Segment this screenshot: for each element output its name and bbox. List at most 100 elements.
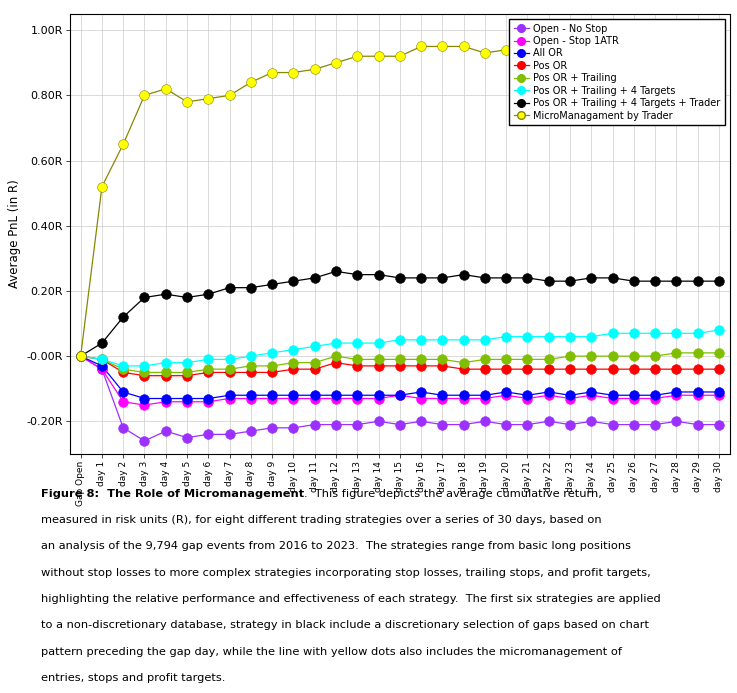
Point xyxy=(607,419,618,430)
Point xyxy=(522,272,534,283)
Point xyxy=(607,364,618,375)
Point xyxy=(352,393,363,404)
Point xyxy=(224,429,236,440)
Point xyxy=(203,289,214,300)
Point xyxy=(203,367,214,378)
Point xyxy=(139,292,150,303)
Point xyxy=(500,272,512,283)
Point xyxy=(74,351,86,362)
Point xyxy=(394,389,405,401)
Point xyxy=(415,334,427,345)
Point xyxy=(287,67,299,78)
Point xyxy=(415,272,427,283)
Point xyxy=(649,47,661,58)
Point xyxy=(287,364,299,375)
Point xyxy=(266,393,278,404)
Point xyxy=(522,389,534,401)
Point xyxy=(436,419,448,430)
Point xyxy=(500,419,512,430)
Point xyxy=(224,364,236,375)
Point xyxy=(564,276,576,287)
Point xyxy=(543,389,555,401)
Point xyxy=(713,364,725,375)
Point xyxy=(287,389,299,401)
Point xyxy=(522,364,534,375)
Point xyxy=(436,393,448,404)
Point xyxy=(649,419,661,430)
Point xyxy=(415,387,427,398)
Point xyxy=(713,419,725,430)
Point xyxy=(181,396,193,407)
Point xyxy=(692,389,704,401)
Point xyxy=(607,272,618,283)
Point xyxy=(479,389,491,401)
Text: .  This figure depicts the average cumulative return,: . This figure depicts the average cumula… xyxy=(304,489,601,498)
Point xyxy=(139,360,150,371)
Point xyxy=(203,364,214,375)
Point xyxy=(245,367,256,378)
Point xyxy=(500,364,512,375)
Point xyxy=(394,389,405,401)
Point xyxy=(352,269,363,280)
Point xyxy=(117,360,129,371)
Point xyxy=(287,344,299,355)
Point xyxy=(649,276,661,287)
Point xyxy=(181,292,193,303)
Point xyxy=(436,334,448,345)
Point xyxy=(309,341,321,352)
Point xyxy=(436,389,448,401)
Point xyxy=(160,393,172,404)
Point xyxy=(628,47,640,58)
Point xyxy=(352,354,363,365)
Point xyxy=(287,276,299,287)
Point xyxy=(373,416,385,427)
Point xyxy=(564,389,576,401)
Point xyxy=(522,419,534,430)
Point xyxy=(692,276,704,287)
Point xyxy=(479,416,491,427)
Point xyxy=(458,334,469,345)
Point xyxy=(373,269,385,280)
Point xyxy=(203,393,214,404)
Point xyxy=(330,357,342,368)
Point xyxy=(607,47,618,58)
Point xyxy=(479,364,491,375)
Point xyxy=(458,364,469,375)
Point xyxy=(543,354,555,365)
Point xyxy=(436,272,448,283)
Point xyxy=(607,328,618,339)
Point xyxy=(330,389,342,401)
Point xyxy=(415,393,427,404)
Point xyxy=(245,351,256,362)
Point xyxy=(160,367,172,378)
Point xyxy=(309,64,321,75)
Point xyxy=(692,328,704,339)
Point xyxy=(436,360,448,371)
Point xyxy=(266,67,278,78)
Point xyxy=(96,354,108,365)
Point xyxy=(479,354,491,365)
Point xyxy=(671,347,682,358)
Point xyxy=(692,364,704,375)
Text: Figure 8:  The Role of Micromanagement: Figure 8: The Role of Micromanagement xyxy=(41,489,304,498)
Point xyxy=(692,47,704,58)
Point xyxy=(649,328,661,339)
Point xyxy=(713,387,725,398)
Point xyxy=(713,44,725,55)
Point xyxy=(543,276,555,287)
Legend: Open - No Stop, Open - Stop 1ATR, All OR, Pos OR, Pos OR + Trailing, Pos OR + Tr: Open - No Stop, Open - Stop 1ATR, All OR… xyxy=(509,19,724,125)
Point xyxy=(649,393,661,404)
Text: an analysis of the 9,794 gap events from 2016 to 2023.  The strategies range fro: an analysis of the 9,794 gap events from… xyxy=(41,541,631,551)
Point xyxy=(564,393,576,404)
Point xyxy=(96,181,108,192)
Point xyxy=(373,389,385,401)
Point xyxy=(266,367,278,378)
Point xyxy=(649,351,661,362)
Point xyxy=(543,416,555,427)
Point xyxy=(117,387,129,398)
Point xyxy=(458,389,469,401)
Point xyxy=(245,77,256,88)
Point xyxy=(266,360,278,371)
Point xyxy=(628,328,640,339)
Point xyxy=(330,351,342,362)
